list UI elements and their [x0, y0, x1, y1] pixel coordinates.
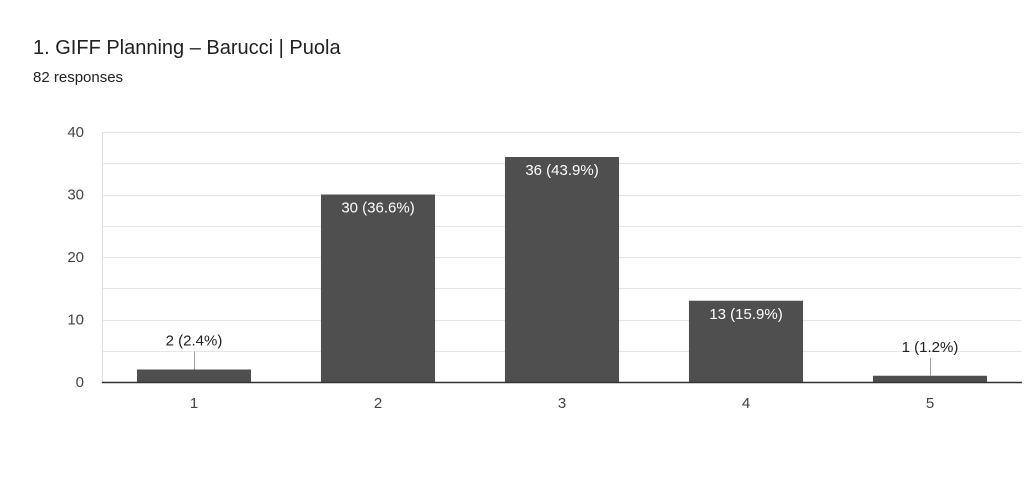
x-tick-label: 1 [190, 395, 198, 412]
y-tick-label: 30 [67, 187, 84, 204]
y-tick-label: 0 [76, 374, 84, 391]
data-label: 2 (2.4%) [166, 333, 223, 350]
data-label: 30 (36.6%) [341, 200, 414, 217]
y-tick-label: 40 [67, 124, 84, 141]
bar-5 [872, 375, 988, 382]
bar-3 [504, 157, 620, 382]
bar-4 [688, 300, 804, 382]
question-title: 1. GIFF Planning – Barucci | Puola [33, 37, 341, 59]
x-tick-label: 2 [374, 395, 382, 412]
x-tick-label: 4 [742, 395, 750, 412]
response-count: 82 responses [33, 69, 124, 86]
bar-2 [320, 194, 436, 382]
data-label: 36 (43.9%) [525, 162, 598, 179]
bar-1 [136, 369, 252, 382]
x-tick-label: 5 [926, 395, 934, 412]
x-tick-label: 3 [558, 395, 566, 412]
data-label: 13 (15.9%) [709, 306, 782, 323]
data-label: 1 (1.2%) [902, 339, 959, 356]
y-tick-label: 10 [67, 312, 84, 329]
y-tick-label: 20 [67, 249, 84, 266]
